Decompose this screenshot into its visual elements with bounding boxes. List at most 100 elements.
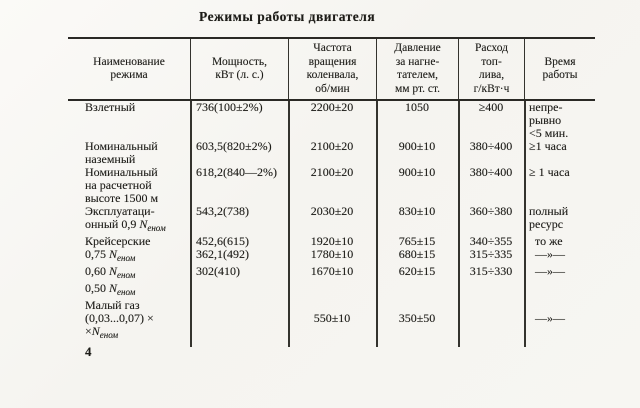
power-symbol: N <box>109 264 118 278</box>
cell-power <box>190 179 288 192</box>
table-body: Взлетный 736(100±2%) 2200±20 1050 ≥400 непре-… <box>68 101 595 347</box>
cell-power: 603,5(820±2%) <box>196 139 272 153</box>
cell-power <box>190 312 288 325</box>
table-row: 0,75 Nеном 362,1(492) 1780±10 680±15 315÷335… <box>68 248 595 265</box>
cell-mode: Номинальный <box>85 139 158 153</box>
cell-fuel <box>458 179 524 192</box>
cell-time: полный <box>529 204 569 218</box>
cell-fuel <box>458 282 524 299</box>
page-number: 4 <box>85 344 92 359</box>
cell-power: 736(100±2%) <box>196 100 263 114</box>
power-symbol-subscript: еном <box>147 223 166 233</box>
column-header-pressure: Давление за нагне- тателем, мм рт. ст. <box>376 39 458 99</box>
table-row: Взлетный 736(100±2%) 2200±20 1050 ≥400 непре- <box>68 101 595 114</box>
cell-pressure: 830±10 <box>398 204 436 218</box>
cell-fuel: 360÷380 <box>469 204 513 218</box>
column-divider <box>376 101 378 347</box>
table-row: Эксплуатаци- 543,2(738) 2030±20 830±10 360÷3… <box>68 205 595 218</box>
table-row: (0,03...0,07) × 550±10 350±50 —»— <box>68 312 595 325</box>
cell-mode: Взлетный <box>85 100 136 114</box>
table-row: на расчетной <box>68 179 595 192</box>
table-row: Номинальный 603,5(820±2%) 2100±20 900±10 380… <box>68 140 595 153</box>
column-divider <box>190 101 192 347</box>
table-row: ×Nеном <box>68 325 595 342</box>
power-symbol-subscript: еном <box>117 270 136 280</box>
cell-rpm <box>288 218 376 235</box>
cell-pressure: 1050 <box>405 100 429 114</box>
power-symbol: N <box>109 247 118 261</box>
cell-mode: 0,50 Nеном <box>85 281 136 298</box>
cell-mode: высоте 1500 м <box>85 191 159 205</box>
cell-rpm <box>288 179 376 192</box>
cell-power <box>190 299 288 312</box>
table-row: рывно <box>68 114 595 127</box>
table-row: Номинальный 618,2(840—2%) 2100±20 900±10 380… <box>68 166 595 179</box>
cell-fuel: ≥400 <box>478 100 504 114</box>
cell-rpm: 550±10 <box>313 311 351 325</box>
cell-time <box>524 282 595 299</box>
column-divider <box>524 101 526 347</box>
cell-power: 618,2(840—2%) <box>196 165 277 179</box>
cell-rpm: 1670±10 <box>310 264 354 278</box>
cell-power <box>190 218 288 235</box>
cell-power: 543,2(738) <box>196 204 249 218</box>
cell-rpm: 2100±20 <box>310 165 354 179</box>
cell-time: —»— <box>529 264 565 278</box>
cell-pressure <box>376 282 458 299</box>
cell-pressure: 900±10 <box>398 165 436 179</box>
power-symbol: N <box>91 324 100 338</box>
cell-mode: (0,03...0,07) × <box>85 311 154 325</box>
cell-time: то же <box>529 234 563 248</box>
power-symbol-subscript: еном <box>117 253 136 263</box>
cell-pressure <box>376 325 458 342</box>
cell-pressure <box>376 114 458 127</box>
cell-fuel: 380÷400 <box>469 139 513 153</box>
cell-power <box>190 282 288 299</box>
cell-mode: Эксплуатаци- <box>85 204 155 218</box>
cell-time <box>524 179 595 192</box>
cell-pressure: 900±10 <box>398 139 436 153</box>
cell-rpm: 1920±10 <box>310 234 354 248</box>
cell-pressure: 620±15 <box>398 264 436 278</box>
page-title: Режимы работы двигателя <box>199 9 376 24</box>
cell-power: 452,6(615) <box>196 234 249 248</box>
cell-time <box>524 325 595 342</box>
cell-mode: наземный <box>85 152 136 166</box>
table-row: <5 мин. <box>68 127 595 140</box>
table-row: наземный <box>68 153 595 166</box>
cell-time: ресурс <box>529 217 564 231</box>
cell-time: ≥ 1 часа <box>529 165 570 179</box>
table-row: онный 0,9 Nеном ресурс <box>68 218 595 235</box>
cell-mode: ×Nеном <box>85 324 119 341</box>
cell-pressure <box>376 218 458 235</box>
cell-pressure: 765±15 <box>398 234 436 248</box>
column-divider <box>288 101 290 347</box>
column-header-fuel: Расход топ- лива, г/кВт·ч <box>458 39 524 99</box>
engine-modes-table: Наименование режима Мощность, кВт (л. с.… <box>68 37 595 347</box>
cell-pressure: 350±50 <box>398 311 436 325</box>
table-header-row: Наименование режима Мощность, кВт (л. с.… <box>68 39 595 101</box>
cell-time: <5 мин. <box>529 126 569 140</box>
cell-pressure: 680±15 <box>398 247 436 261</box>
cell-mode <box>68 114 190 127</box>
column-header-mode: Наименование режима <box>93 55 165 82</box>
cell-fuel <box>458 114 524 127</box>
cell-rpm <box>288 282 376 299</box>
cell-pressure <box>376 179 458 192</box>
cell-fuel <box>458 312 524 325</box>
cell-power <box>190 114 288 127</box>
cell-time: —»— <box>529 311 565 325</box>
column-header-power: Мощность, кВт (л. с.) <box>190 39 288 99</box>
cell-mode: онный 0,9 Nеном <box>85 217 166 234</box>
cell-fuel: 315÷335 <box>469 247 513 261</box>
cell-mode: Малый газ <box>85 298 140 312</box>
table-row: Крейсерские 452,6(615) 1920±10 765±15 340÷35… <box>68 235 595 248</box>
table-row: 0,50 Nеном <box>68 282 595 299</box>
column-divider <box>458 101 460 347</box>
cell-time: рывно <box>529 113 562 127</box>
column-header-time: Время работы <box>524 39 595 99</box>
cell-power: 362,1(492) <box>196 247 249 261</box>
cell-rpm: 1780±10 <box>310 247 354 261</box>
cell-mode: Номинальный <box>85 165 158 179</box>
